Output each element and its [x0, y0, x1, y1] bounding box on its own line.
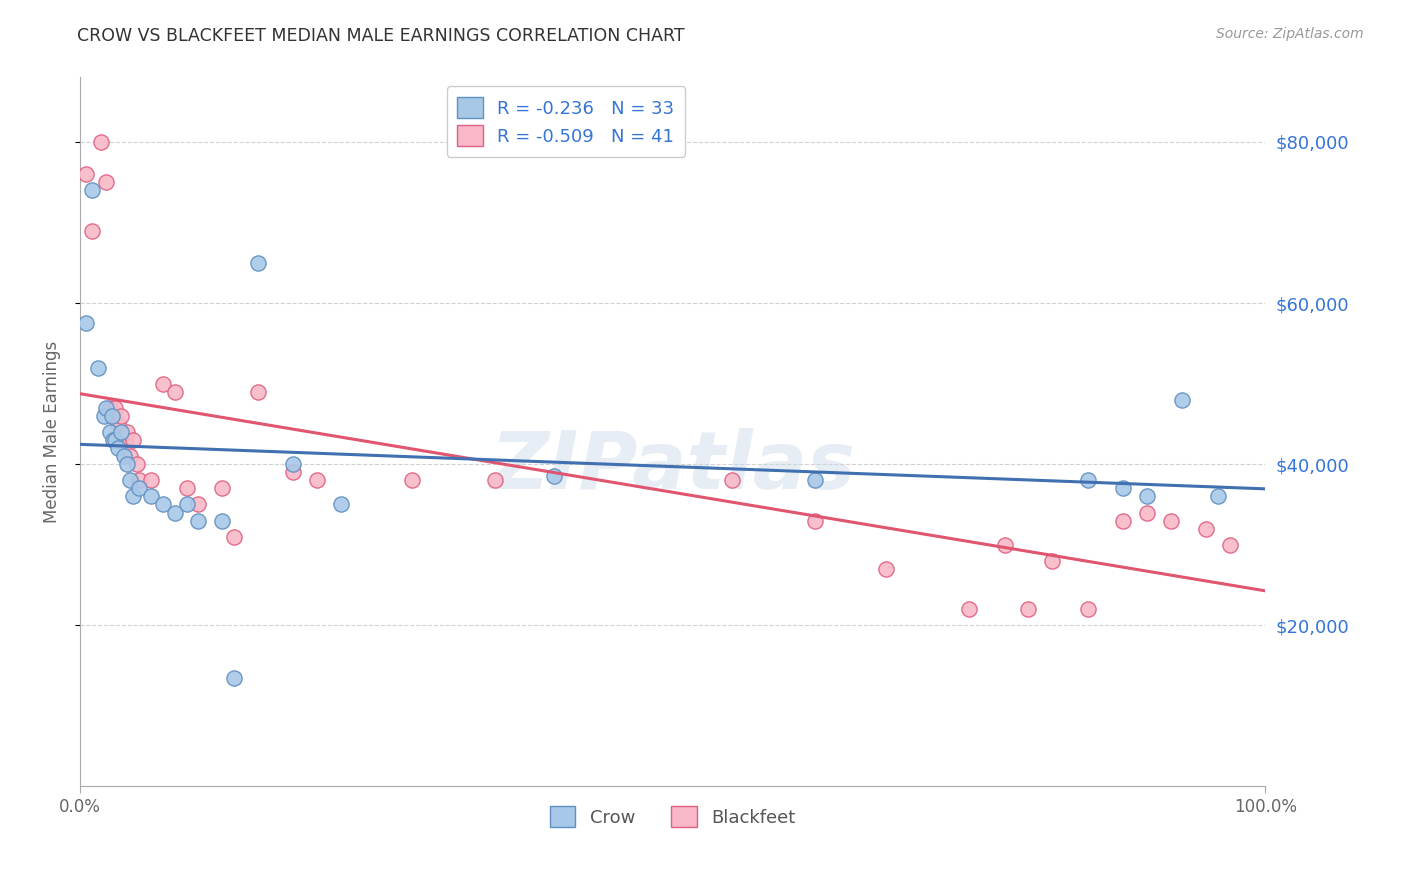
Point	[75, 167, 97, 181]
Point	[1112, 514, 1135, 528]
Point	[176, 481, 198, 495]
Point	[246, 384, 269, 399]
Point	[104, 433, 127, 447]
Point	[1112, 481, 1135, 495]
Point	[101, 409, 124, 423]
Point	[1017, 602, 1039, 616]
Point	[163, 506, 186, 520]
Point	[246, 256, 269, 270]
Point	[93, 409, 115, 423]
Point	[101, 409, 124, 423]
Point	[329, 498, 352, 512]
Point	[128, 473, 150, 487]
Text: Source: ZipAtlas.com: Source: ZipAtlas.com	[1216, 27, 1364, 41]
Point	[1136, 506, 1159, 520]
Point	[1195, 522, 1218, 536]
Point	[187, 514, 209, 528]
Point	[86, 360, 108, 375]
Point	[104, 401, 127, 415]
Text: ZIPatlas: ZIPatlas	[491, 428, 855, 507]
Point	[94, 401, 117, 415]
Point	[139, 473, 162, 487]
Point	[114, 433, 136, 447]
Point	[176, 498, 198, 512]
Point	[112, 449, 135, 463]
Point	[152, 498, 174, 512]
Y-axis label: Median Male Earnings: Median Male Earnings	[44, 341, 60, 523]
Point	[875, 562, 897, 576]
Text: CROW VS BLACKFEET MEDIAN MALE EARNINGS CORRELATION CHART: CROW VS BLACKFEET MEDIAN MALE EARNINGS C…	[77, 27, 685, 45]
Point	[1136, 490, 1159, 504]
Point	[222, 530, 245, 544]
Point	[80, 183, 103, 197]
Point	[957, 602, 980, 616]
Point	[1160, 514, 1182, 528]
Point	[118, 449, 141, 463]
Point	[117, 457, 139, 471]
Point	[804, 514, 827, 528]
Point	[187, 498, 209, 512]
Point	[128, 481, 150, 495]
Point	[125, 457, 148, 471]
Point	[163, 384, 186, 399]
Point	[107, 417, 129, 431]
Point	[283, 465, 305, 479]
Point	[80, 223, 103, 237]
Point	[1076, 602, 1098, 616]
Point	[117, 425, 139, 439]
Point	[283, 457, 305, 471]
Point	[122, 433, 145, 447]
Point	[401, 473, 423, 487]
Point	[484, 473, 506, 487]
Point	[305, 473, 328, 487]
Point	[122, 490, 145, 504]
Point	[222, 671, 245, 685]
Point	[1171, 392, 1194, 407]
Point	[1206, 490, 1229, 504]
Point	[139, 490, 162, 504]
Point	[101, 433, 124, 447]
Point	[107, 441, 129, 455]
Point	[1076, 473, 1098, 487]
Point	[110, 409, 132, 423]
Point	[804, 473, 827, 487]
Point	[543, 469, 565, 483]
Point	[98, 401, 121, 415]
Legend: Crow, Blackfeet: Crow, Blackfeet	[543, 799, 803, 834]
Point	[211, 514, 233, 528]
Point	[90, 135, 112, 149]
Point	[721, 473, 744, 487]
Point	[1219, 538, 1241, 552]
Point	[1040, 554, 1063, 568]
Point	[75, 316, 97, 330]
Point	[98, 425, 121, 439]
Point	[94, 175, 117, 189]
Point	[152, 376, 174, 391]
Point	[211, 481, 233, 495]
Point	[110, 425, 132, 439]
Point	[118, 473, 141, 487]
Point	[993, 538, 1015, 552]
Point	[108, 433, 131, 447]
